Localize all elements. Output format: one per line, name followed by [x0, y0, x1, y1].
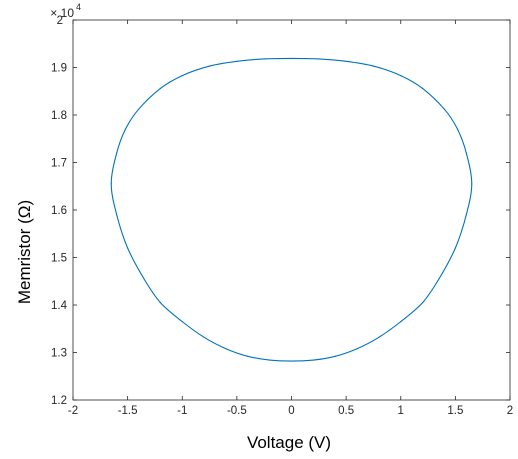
- x-tick-label: -1: [177, 405, 187, 417]
- data-point: [159, 87, 161, 89]
- data-point: [318, 58, 320, 60]
- plot-area: [72, 19, 511, 401]
- y-exponent-power: 4: [76, 2, 81, 12]
- data-point: [116, 152, 118, 154]
- y-tick-label: 1.5: [51, 253, 67, 265]
- y-tick-label: 1.2: [51, 395, 67, 407]
- data-point: [400, 321, 402, 323]
- data-point: [269, 359, 271, 361]
- data-point: [137, 108, 140, 110]
- data-point: [181, 74, 183, 77]
- x-tick-label: -2: [68, 405, 78, 417]
- data-point: [127, 247, 129, 249]
- data-point: [225, 348, 227, 350]
- data-point: [159, 302, 161, 304]
- data-point: [124, 128, 127, 130]
- data-point: [471, 183, 473, 185]
- x-tick-label: 0.5: [338, 405, 354, 417]
- data-point: [465, 214, 467, 216]
- data-point: [443, 108, 446, 110]
- x-tick-label: -0.5: [227, 405, 247, 417]
- data-point: [422, 87, 424, 89]
- data-point: [236, 60, 238, 62]
- y-tick-label: 1.3: [51, 348, 67, 360]
- y-axis-ticks: 1.2 1.3 1.4 1.5 1.6 1.7 1.8 1.9 2: [51, 15, 510, 407]
- data-point: [181, 321, 183, 323]
- data-point: [290, 57, 293, 60]
- data-point: [312, 359, 314, 361]
- data-point: [290, 360, 293, 362]
- data-point: [263, 58, 265, 60]
- data-point: [110, 183, 112, 185]
- data-point: [334, 355, 336, 357]
- x-tick-label: 0: [288, 405, 294, 417]
- data-point: [345, 60, 347, 62]
- x-tick-label: 1: [398, 405, 404, 417]
- y-exponent-base: × 10: [50, 6, 74, 20]
- data-point: [143, 278, 145, 280]
- x-tick-label: 2: [507, 405, 513, 417]
- y-tick-label: 1.6: [51, 205, 67, 217]
- x-tick-label: 1.5: [447, 405, 463, 417]
- data-points: [110, 57, 473, 362]
- x-tick-label: -1.5: [118, 405, 138, 417]
- y-tick-label: 1.4: [51, 300, 68, 312]
- data-point: [454, 247, 456, 249]
- data-point: [208, 65, 211, 67]
- y-tick-label: 2: [57, 15, 63, 27]
- y-axis-title: Memristor (Ω): [15, 200, 34, 304]
- x-axis-title: Voltage (V): [247, 433, 331, 452]
- y-tick-label: 1.8: [51, 110, 67, 122]
- y-tick-label: 1.9: [51, 63, 67, 75]
- data-point: [116, 214, 118, 216]
- x-axis-ticks: -2 -1.5 -1 -0.5 0 0.5 1 1.5 2: [68, 20, 513, 417]
- data-point: [465, 152, 467, 154]
- data-point: [400, 74, 402, 77]
- data-point: [378, 336, 380, 338]
- data-point: [456, 128, 459, 130]
- data-point: [203, 336, 205, 338]
- y-tick-label: 1.7: [51, 158, 67, 170]
- data-point: [438, 278, 440, 280]
- data-point: [372, 65, 375, 67]
- data-point: [422, 302, 424, 304]
- data-point: [247, 355, 249, 357]
- data-point: [356, 348, 358, 350]
